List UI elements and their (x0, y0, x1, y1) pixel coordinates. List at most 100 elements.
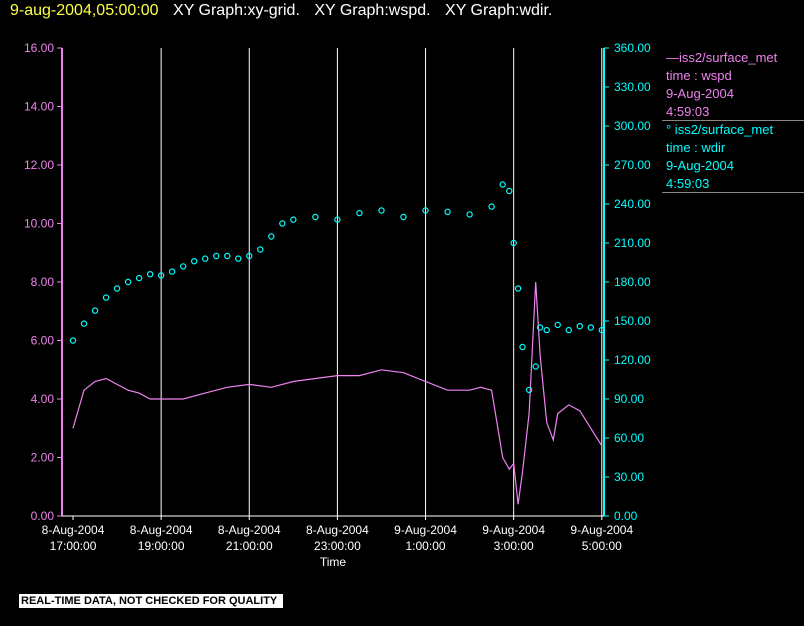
wdir-point (235, 255, 242, 262)
x-tick-label: 1:00:00 (406, 539, 446, 553)
wdir-point (168, 268, 176, 275)
wdir-point (488, 203, 495, 210)
y-left-tick-label: 2.00 (31, 451, 55, 465)
wdir-point (400, 213, 407, 221)
data-series (69, 181, 605, 505)
y-left-tick-label: 4.00 (31, 392, 55, 406)
legend-divider (662, 120, 804, 121)
wdir-point (536, 324, 544, 331)
legend-wspd-source: —iss2/surface_met (666, 50, 778, 65)
y-left-tick-label: 6.00 (31, 334, 55, 348)
y-right-tick-label: 270.00 (614, 158, 651, 172)
wdir-point (565, 326, 572, 334)
wdir-point (532, 363, 539, 370)
y-right-tick-label: 210.00 (614, 236, 651, 250)
y-right-tick-label: 120.00 (614, 353, 651, 367)
legend-entry-wspd: —iss2/surface_met time : wspd 9-Aug-2004… (666, 49, 777, 121)
x-tick-label: 19:00:00 (138, 539, 185, 553)
y-right-tick-label: 150.00 (614, 314, 651, 328)
legend-wspd-time: 4:59:03 (666, 104, 710, 119)
wdir-point (356, 209, 363, 217)
wdir-point (519, 343, 526, 351)
y-right-tick-label: 180.00 (614, 275, 651, 289)
tick-labels: 8-Aug-2004 17:00:00 8-Aug-2004 19:00:00 8-Au… (24, 41, 651, 569)
y-left-tick-label: 14.00 (24, 100, 54, 114)
x-axis-label: Time (320, 555, 347, 569)
wdir-point (91, 307, 99, 314)
wdir-point (499, 181, 506, 188)
y-right-tick-label: 330.00 (614, 80, 651, 94)
wdir-point (466, 211, 473, 218)
chart-title: 9-aug-2004,05:00:00 XY Graph:xy-grid. XY… (10, 2, 552, 20)
x-tick-label: 8-Aug-2004 (306, 523, 369, 537)
chart-timestamp: 9-aug-2004,05:00:00 (10, 2, 159, 19)
x-tick-label: 3:00:00 (494, 539, 534, 553)
wdir-point (246, 252, 253, 260)
legend-wspd-var: time : wspd (666, 68, 732, 83)
y-right-tick-label: 60.00 (614, 431, 644, 445)
wdir-point (279, 220, 286, 227)
wdir-point (543, 326, 550, 334)
x-tick-label: 8-Aug-2004 (218, 523, 281, 537)
x-tick-label: 9-Aug-2004 (394, 523, 457, 537)
wdir-point (113, 285, 121, 292)
wdir-point (124, 278, 132, 286)
wdir-point (422, 207, 429, 214)
wdir-point (157, 272, 165, 279)
wdir-point (378, 207, 385, 214)
x-tick-label: 9-Aug-2004 (482, 523, 545, 537)
x-tick-label: 5:00:00 (582, 539, 622, 553)
quality-notice: REAL-TIME DATA, NOT CHECKED FOR QUALITY (19, 594, 284, 608)
graph-name-wspd: XY Graph:wspd. (314, 2, 431, 19)
x-tick-label: 23:00:00 (314, 539, 361, 553)
x-tick-label: 8-Aug-2004 (42, 523, 105, 537)
legend-wdir-var: time : wdir (666, 140, 726, 155)
wdir-point (80, 320, 88, 327)
graph-name-wdir: XY Graph:wdir. (445, 2, 553, 19)
wdir-point (135, 274, 143, 282)
wdir-point (525, 386, 533, 394)
wdir-point (510, 239, 517, 247)
wdir-point (506, 187, 513, 195)
y-left-tick-label: 12.00 (24, 158, 54, 172)
x-tick-label: 9-Aug-2004 (570, 523, 633, 537)
legend-wdir-time: 4:59:03 (666, 176, 710, 191)
y-left-tick-label: 10.00 (24, 217, 54, 231)
y-right-tick-label: 240.00 (614, 197, 651, 211)
wdir-point (179, 263, 187, 270)
y-right-tick-label: 300.00 (614, 119, 651, 133)
wdir-point (146, 271, 154, 278)
wdir-point (213, 252, 220, 260)
wdir-point (598, 326, 605, 334)
x-tick-label: 21:00:00 (226, 539, 273, 553)
y-right-tick-label: 0.00 (614, 509, 638, 523)
legend-entry-wdir: ° iss2/surface_met time : wdir 9-Aug-200… (666, 121, 773, 193)
y-right-tick-label: 90.00 (614, 392, 644, 406)
y-right-tick-label: 30.00 (614, 470, 644, 484)
wspd-series-line (72, 281, 603, 505)
y-right-tick-label: 360.00 (614, 41, 651, 55)
legend-wspd-date: 9-Aug-2004 (666, 86, 734, 101)
wdir-point (224, 252, 231, 260)
wdir-point (312, 213, 319, 221)
y-left-tick-label: 0.00 (31, 509, 55, 523)
x-tick-label: 17:00:00 (50, 539, 97, 553)
axes (57, 47, 609, 520)
wdir-point (334, 216, 341, 223)
wdir-point (444, 208, 451, 215)
y-left-tick-label: 8.00 (31, 275, 55, 289)
legend-divider (662, 192, 804, 193)
wdir-point (554, 321, 561, 329)
legend-wdir-source: ° iss2/surface_met (666, 122, 774, 137)
wdir-point (190, 258, 198, 265)
graph-name-xy-grid: XY Graph:xy-grid. (173, 2, 300, 19)
x-tick-label: 8-Aug-2004 (130, 523, 193, 537)
wdir-point (202, 255, 209, 262)
wdir-point (514, 285, 522, 292)
wdir-point (290, 216, 297, 223)
y-left-tick-label: 16.00 (24, 41, 54, 55)
wdir-point (268, 233, 275, 240)
wdir-point (257, 246, 264, 253)
wdir-point (576, 323, 583, 330)
